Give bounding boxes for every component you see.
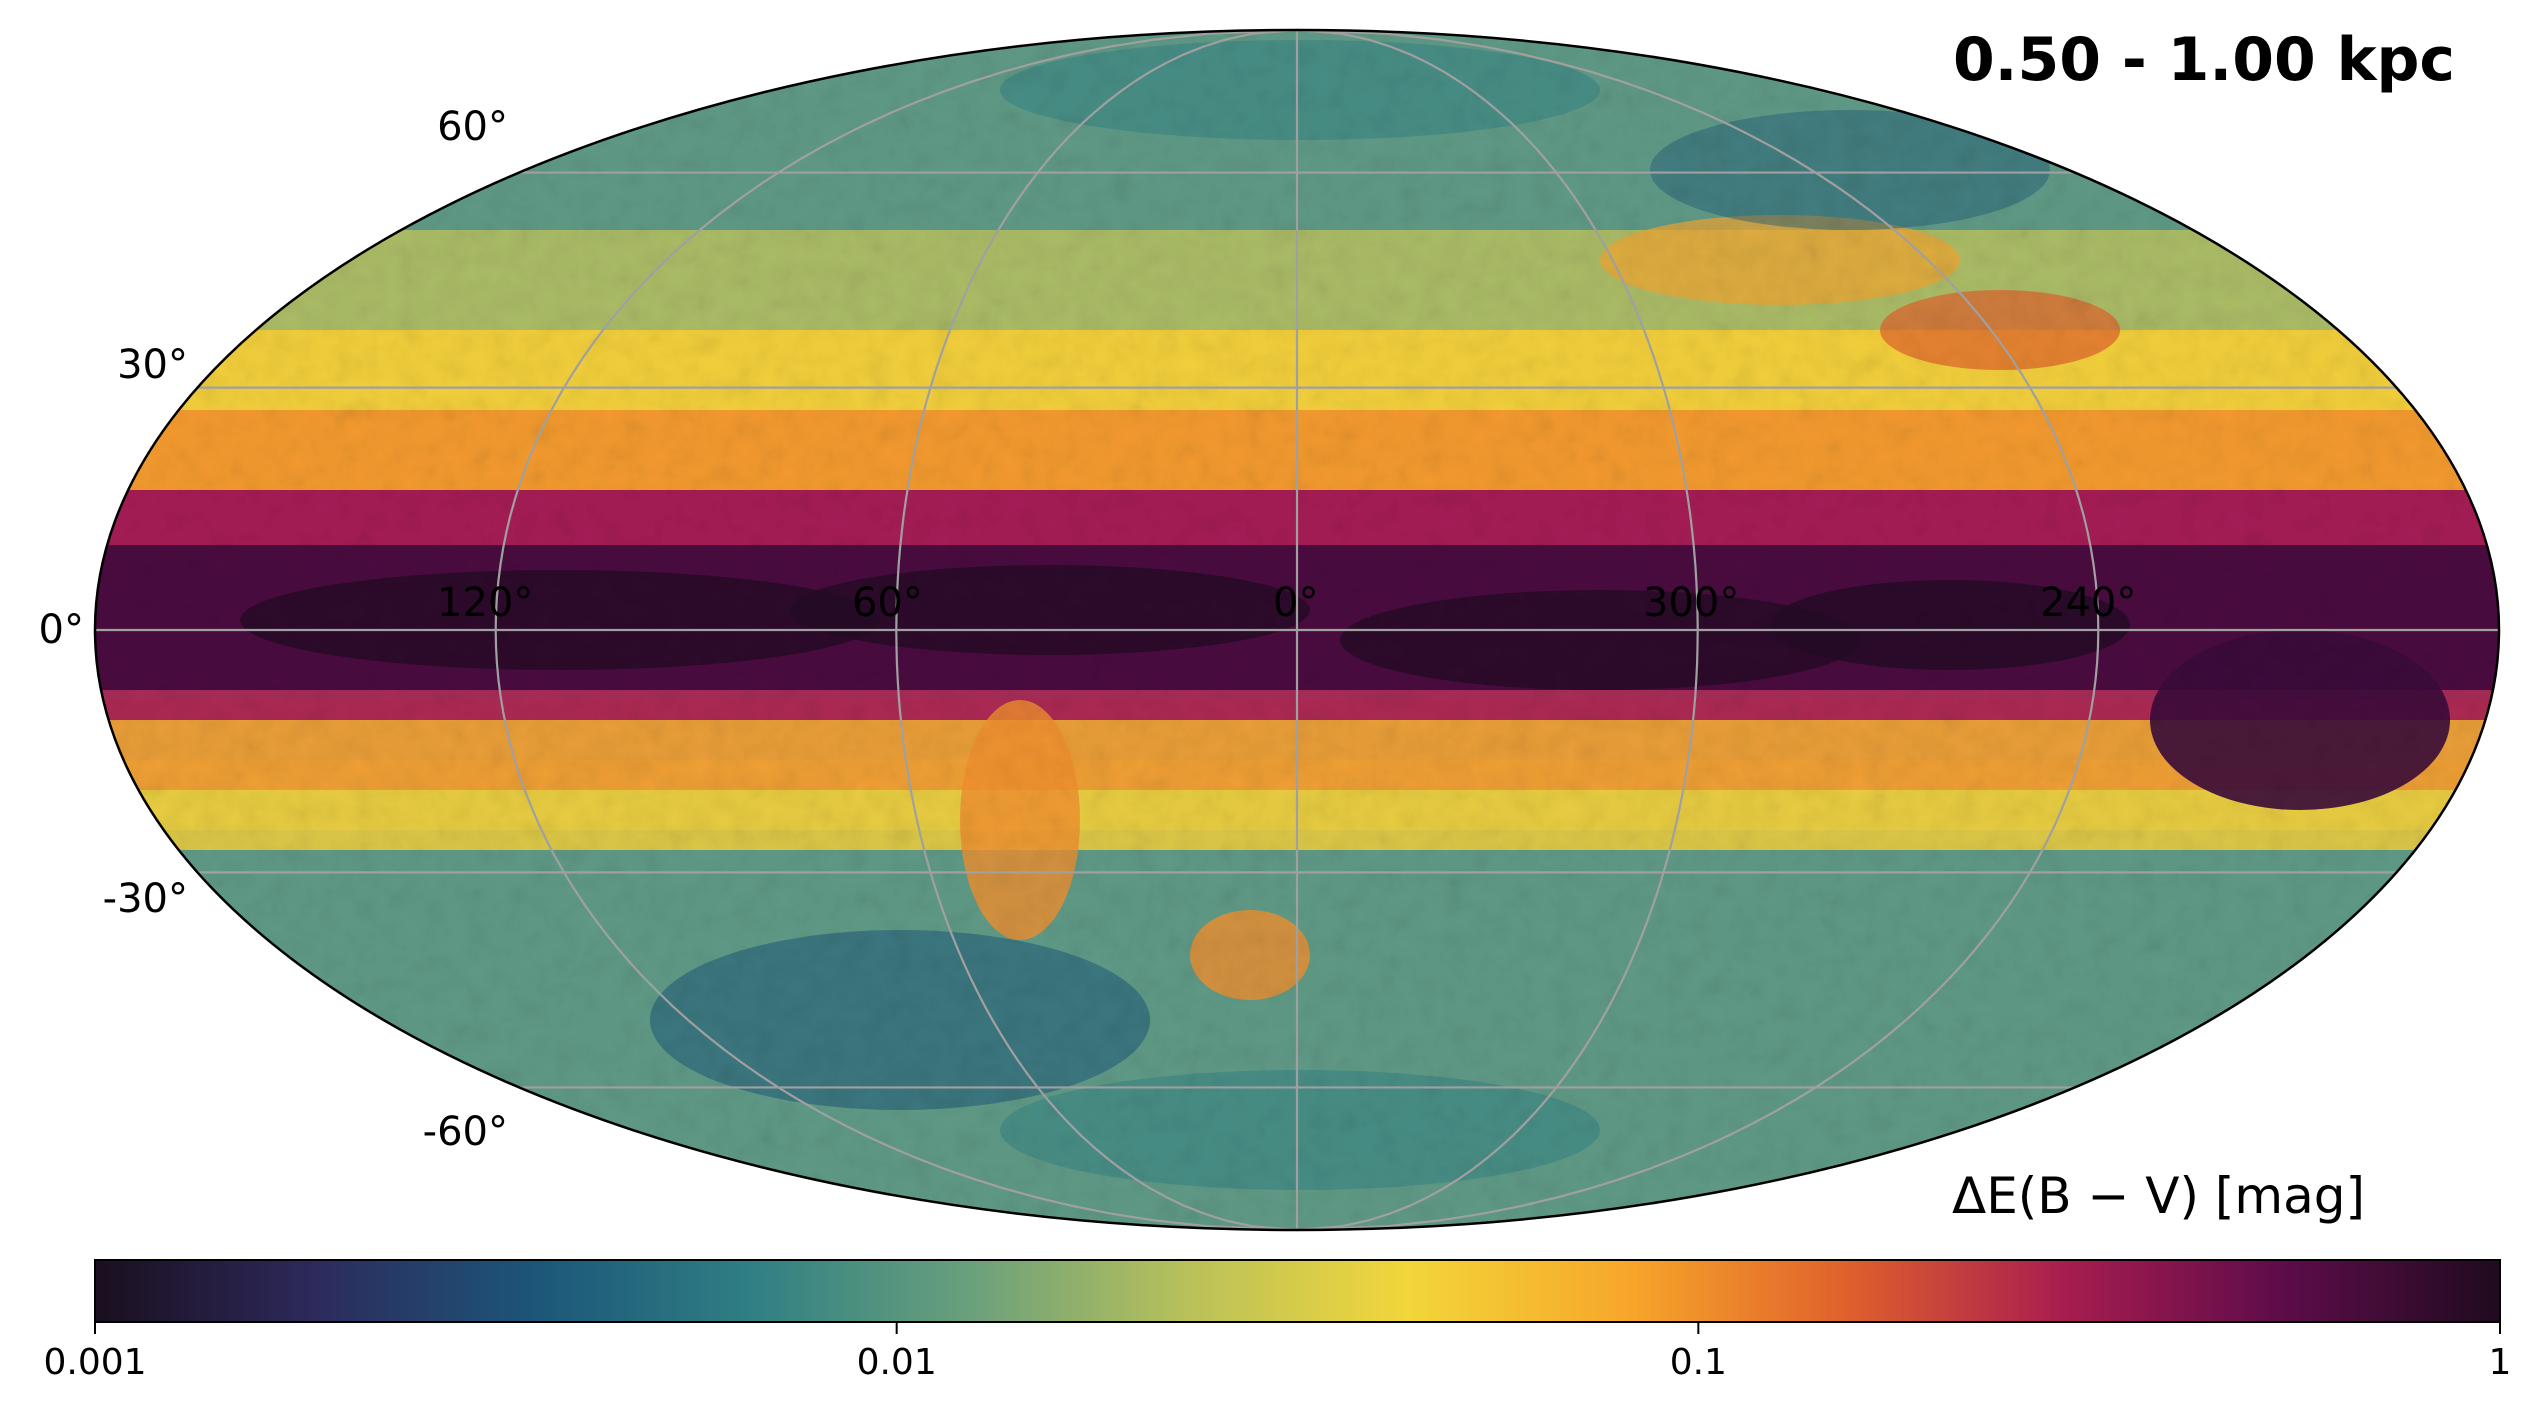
meridian-gridline	[895, 28, 1298, 1232]
colorbar-tick-label: 0.001	[43, 1342, 146, 1383]
meridian-gridline	[494, 28, 1298, 1232]
map-title: 0.50 - 1.00 kpc	[1953, 25, 2455, 95]
colorbar-gradient	[94, 1259, 2501, 1323]
lon-label-0: 0°	[1273, 580, 1318, 626]
lat-label-30: 30°	[117, 342, 188, 388]
lon-label-300: 300°	[1643, 580, 1739, 626]
lon-label-240: 240°	[2040, 580, 2136, 626]
meridian-gridline	[1296, 28, 1699, 1232]
lat-label-minus60: -60°	[423, 1109, 508, 1155]
mollweide-map	[93, 28, 2501, 1232]
meridian-gridline	[1296, 28, 2100, 1232]
graticule	[95, 28, 2499, 1232]
colorbar: 0.001 0.01 0.1 1	[43, 1259, 2511, 1383]
lon-label-60: 60°	[852, 580, 923, 626]
lat-label-minus30: -30°	[103, 876, 188, 922]
colorbar-tick-label: 0.1	[1670, 1342, 1727, 1383]
lat-label-0: 0°	[39, 607, 84, 653]
colorbar-ticks: 0.001 0.01 0.1 1	[43, 1322, 2511, 1383]
lat-label-60: 60°	[437, 104, 508, 150]
colorbar-tick-label: 0.01	[857, 1342, 937, 1383]
lon-label-120: 120°	[437, 580, 533, 626]
colorbar-label: ΔE(B − V) [mag]	[1952, 1167, 2365, 1225]
colorbar-tick-label: 1	[2489, 1342, 2512, 1383]
map-outline	[93, 28, 2501, 1232]
